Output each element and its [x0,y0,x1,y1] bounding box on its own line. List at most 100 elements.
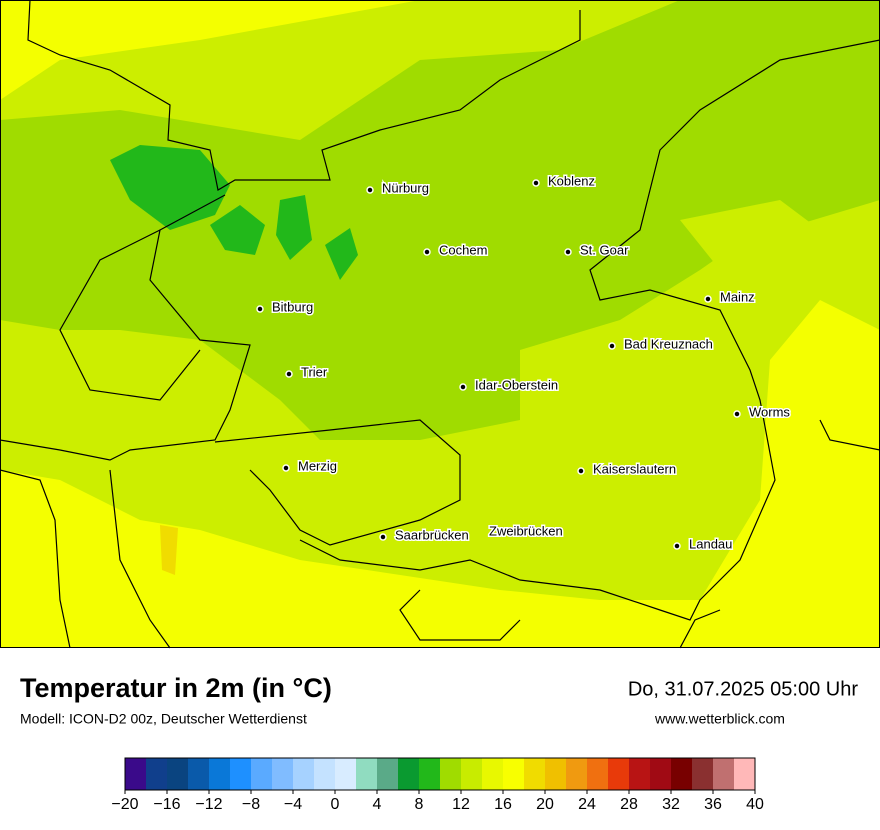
colorbar-segment [629,758,651,790]
colorbar-segment [482,758,504,790]
colorbar-tick-label: 16 [494,796,512,813]
border [0,194,251,461]
city-dot [733,410,741,418]
city-dot [285,370,293,378]
colorbar-segment [230,758,252,790]
colorbar-segment [251,758,273,790]
colorbar-segment [650,758,672,790]
city-label: Kaiserslautern [593,461,676,476]
temperature-zone [210,205,265,255]
colorbar-segment [440,758,462,790]
colorbar-segment [293,758,315,790]
colorbar-segment [671,758,693,790]
city-label: Zweibrücken [489,523,563,538]
city-layer: Nürburg Koblenz Cochem St. Goar Mainz Bitburg… [256,172,792,553]
city-label: St. Goar [580,242,629,257]
colorbar-segment [503,758,525,790]
colorbar-tick-label: 0 [331,796,340,813]
colorbar-tick-label: 24 [578,796,596,813]
colorbar-segment [314,758,336,790]
border [214,419,461,546]
city-dot [532,179,540,187]
temperature-zone [276,195,312,260]
city-label: Bitburg [272,299,313,314]
city-label: Nürburg [382,180,429,195]
colorbar-tick-label: −16 [153,796,180,813]
border [399,589,521,641]
colorbar: −20 −16 −12 −8 −4 0 4 8 12 16 20 24 28 32 36 40 [111,757,764,813]
city-label: Koblenz [548,173,595,188]
colorbar-tick-label: 8 [415,796,424,813]
date: Do, 31.07.2025 05:00 Uhr [628,678,859,700]
colorbar-tick-label: 20 [536,796,554,813]
city-dot [256,305,264,313]
border [109,469,171,649]
colorbar-segment [419,758,441,790]
city-dot [608,342,616,350]
colorbar-tick-label: 12 [452,796,470,813]
colorbar-segment [167,758,189,790]
colorbar-segment [377,758,399,790]
colorbar-segment [272,758,294,790]
colorbar-tick-label: 40 [746,796,764,813]
city-label: Worms [749,404,790,419]
city-dot [564,248,572,256]
colorbar-segment [524,758,546,790]
colorbar-segment [125,758,147,790]
colorbar-tick-label: 28 [620,796,638,813]
website: www.wetterblick.com [654,711,785,727]
city-label: Trier [301,364,328,379]
city-dot [423,248,431,256]
subtitle: Modell: ICON-D2 00z, Deutscher Wetterdie… [20,711,307,727]
colorbar-segment [398,758,420,790]
colorbar-tick-label: 32 [662,796,680,813]
city-label: Landau [689,536,732,551]
temperature-zone [325,228,358,280]
colorbar-segment [461,758,483,790]
city-label: Idar-Oberstein [475,377,558,392]
border [679,609,721,649]
city-dot [673,542,681,550]
colorbar-frame [124,757,756,791]
city-dot [366,186,374,194]
colorbar-tick-label: 36 [704,796,722,813]
colorbar-tick-label: −12 [195,796,222,813]
city-label: Cochem [439,242,487,257]
colorbar-segment [566,758,588,790]
city-label: Saarbrücken [395,527,469,542]
colorbar-segment [608,758,630,790]
temperature-zone [680,200,860,290]
border [0,469,71,649]
temperature-zone [700,20,880,230]
city-dot [379,533,387,541]
colorbar-segment [734,758,756,790]
city-dot [282,464,290,472]
temperature-zone [0,0,880,440]
colorbar-segment [188,758,210,790]
colorbar-segment [335,758,357,790]
colorbar-segment [692,758,714,790]
colorbar-segment [356,758,378,790]
colorbar-tick-label: −20 [111,796,138,813]
border [59,229,201,401]
colorbar-segment [545,758,567,790]
city-label: Merzig [298,458,337,473]
city-dot [577,467,585,475]
colorbar-tick-label: −4 [284,796,302,813]
border [299,39,880,621]
border [27,0,581,191]
colorbar-segment [146,758,168,790]
city-dot [459,383,467,391]
border [819,419,880,451]
title: Temperatur in 2m (in °C) [20,673,332,703]
colorbar-segment [713,758,735,790]
colorbar-segment [587,758,609,790]
colorbar-tick-label: 4 [373,796,382,813]
colorbar-segment [209,758,231,790]
city-dot [704,295,712,303]
temperature-zone [160,525,178,575]
map: Nürburg Koblenz Cochem St. Goar Mainz Bitburg… [0,0,880,649]
city-label: Mainz [720,289,755,304]
city-label: Bad Kreuznach [624,336,713,351]
